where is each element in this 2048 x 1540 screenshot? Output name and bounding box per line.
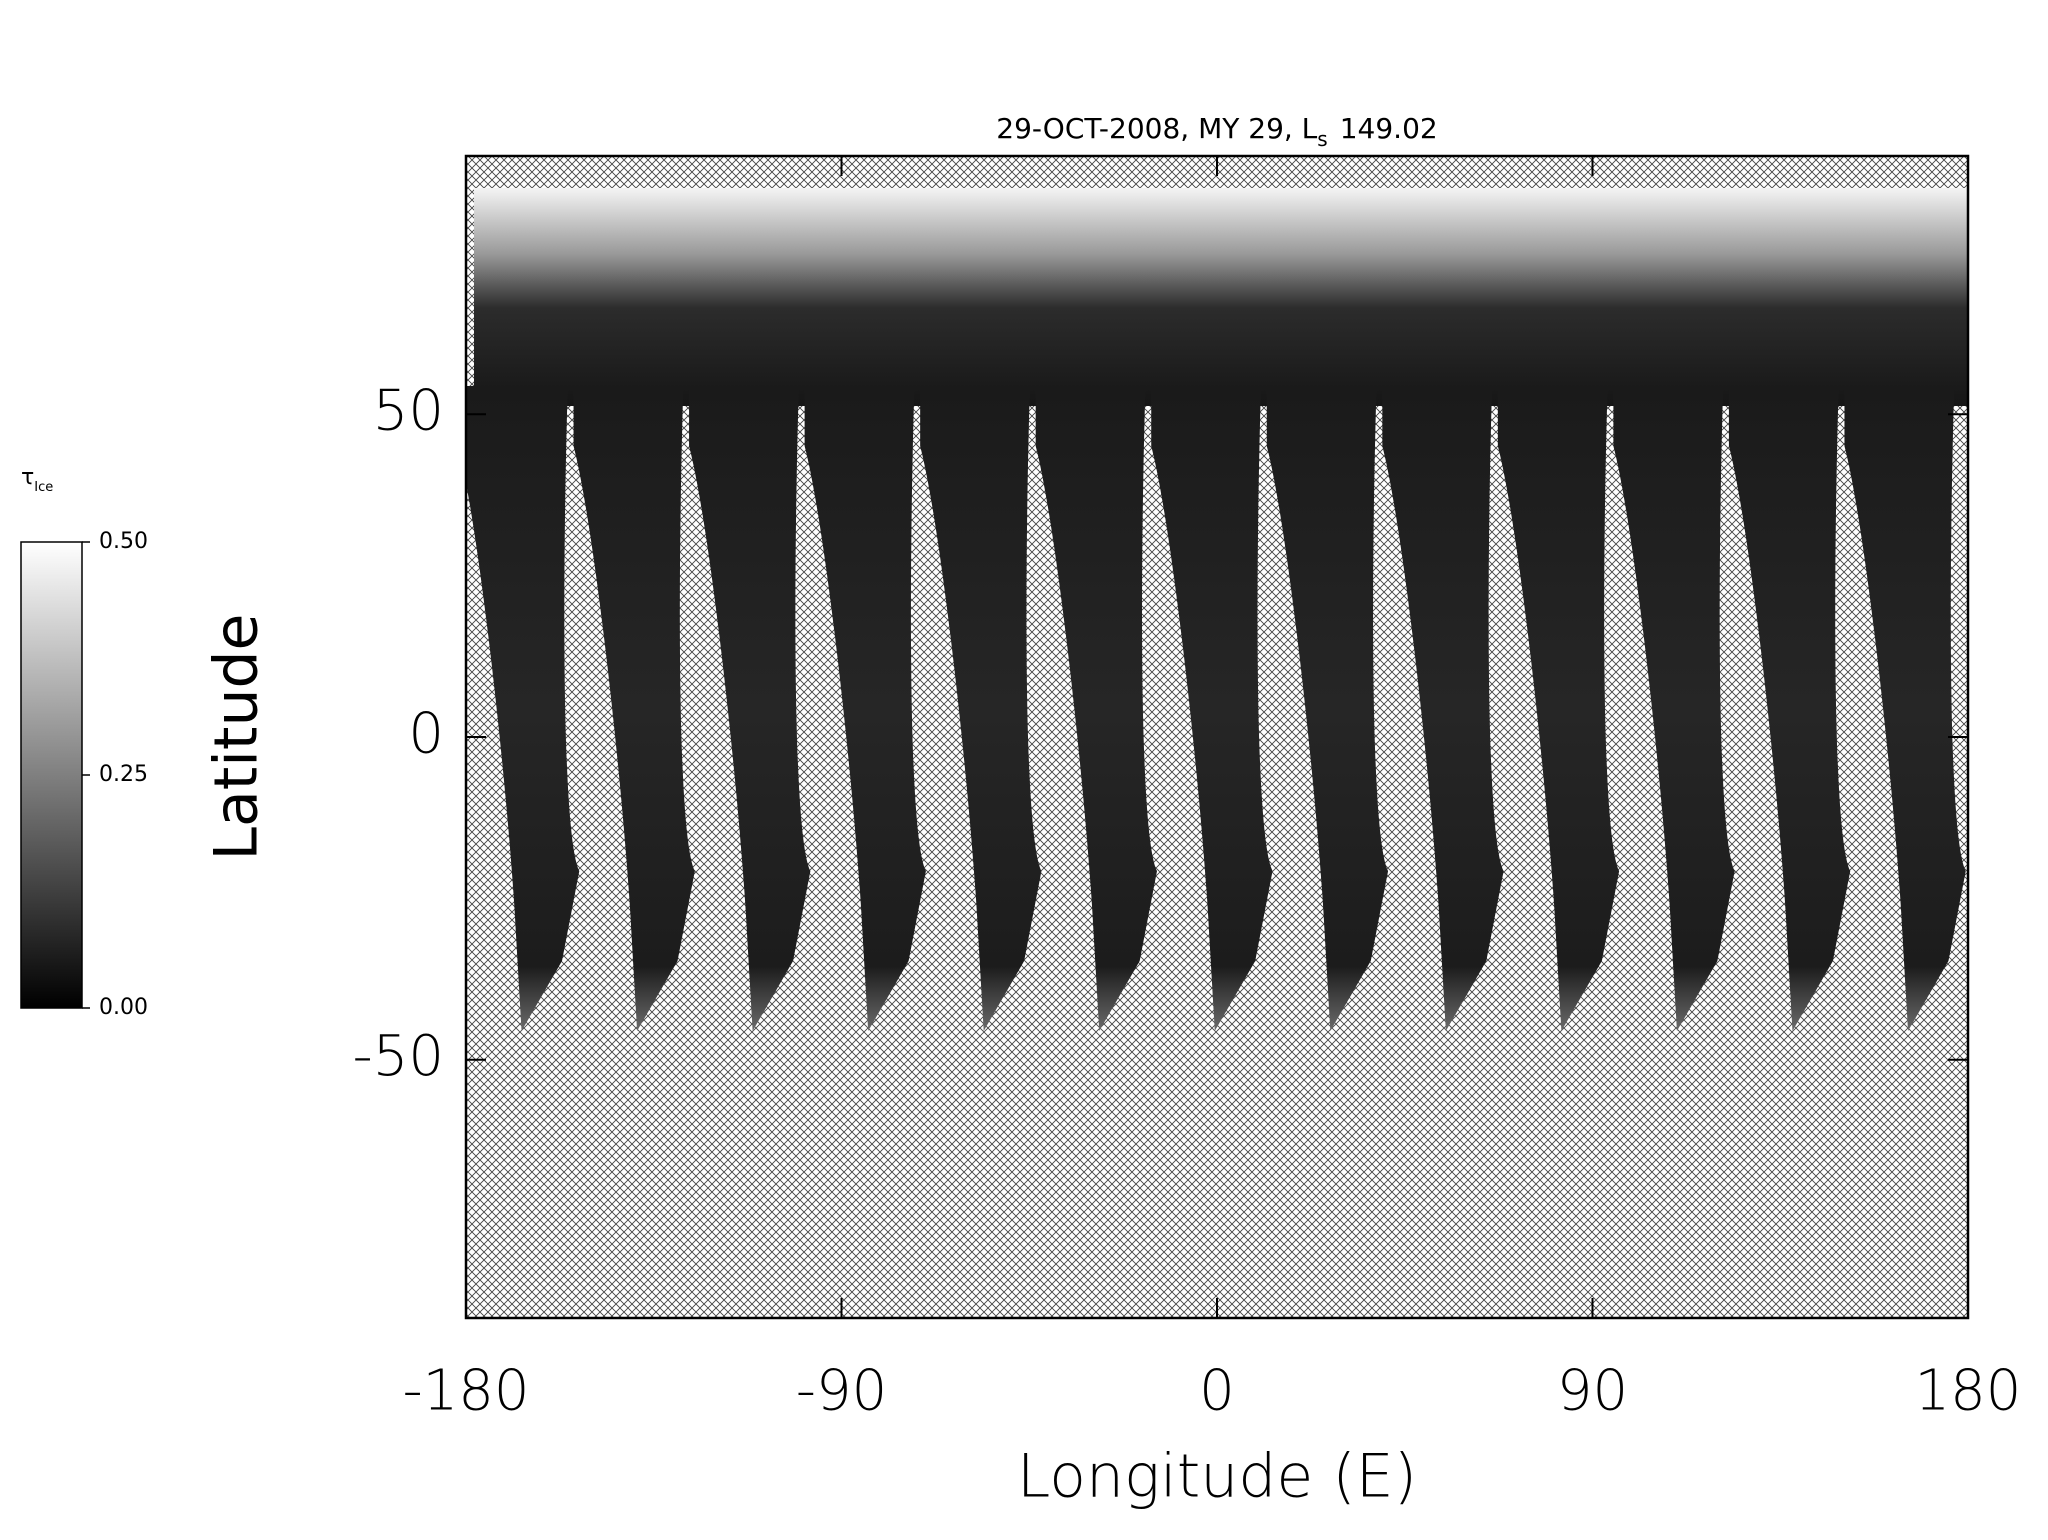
y-tick-label: -50 [353, 1024, 444, 1089]
x-tick-label: 90 [1557, 1358, 1628, 1423]
colorbar-subscript: Ice [34, 480, 53, 495]
colorbar-tick-label: 0.25 [99, 762, 148, 787]
swath [573, 386, 695, 1031]
swath [689, 386, 811, 1031]
swath [1728, 386, 1851, 1031]
swath [1613, 386, 1735, 1031]
swath [1844, 386, 1966, 1031]
swath [1497, 386, 1620, 1031]
x-tick-label: 0 [1199, 1358, 1235, 1423]
swath [1035, 386, 1158, 1031]
x-axis-label: Longitude (E) [1017, 1442, 1417, 1512]
swath [466, 386, 580, 1031]
y-tick-label: 0 [408, 701, 444, 766]
swath [920, 386, 1042, 1031]
y-axis-label: Latitude [202, 614, 272, 861]
swath [1151, 386, 1273, 1031]
colorbar-symbol: τ [21, 465, 34, 490]
y-tick-label: 50 [373, 378, 444, 443]
colorbar-tick-label: 0.00 [99, 995, 148, 1020]
title-text: 29-OCT-2008, MY 29, L [996, 112, 1317, 145]
swath [1382, 386, 1504, 1031]
colorbar-label: τIce [21, 465, 53, 495]
colorbar [20, 541, 83, 1009]
swath [804, 386, 926, 1031]
swath [1266, 386, 1389, 1031]
title-subscript: s [1317, 127, 1327, 151]
x-tick-label: -180 [402, 1358, 529, 1423]
x-tick-label: -90 [796, 1358, 887, 1423]
x-tick-label: 180 [1915, 1358, 2022, 1423]
chart-title: 29-OCT-2008, MY 29, Ls 149.02 [996, 112, 1437, 151]
polar-cap-coverage [474, 188, 1968, 406]
colorbar-tick-label: 0.50 [99, 529, 148, 554]
map-area [466, 156, 1968, 1318]
title-value: 149.02 [1340, 112, 1438, 145]
